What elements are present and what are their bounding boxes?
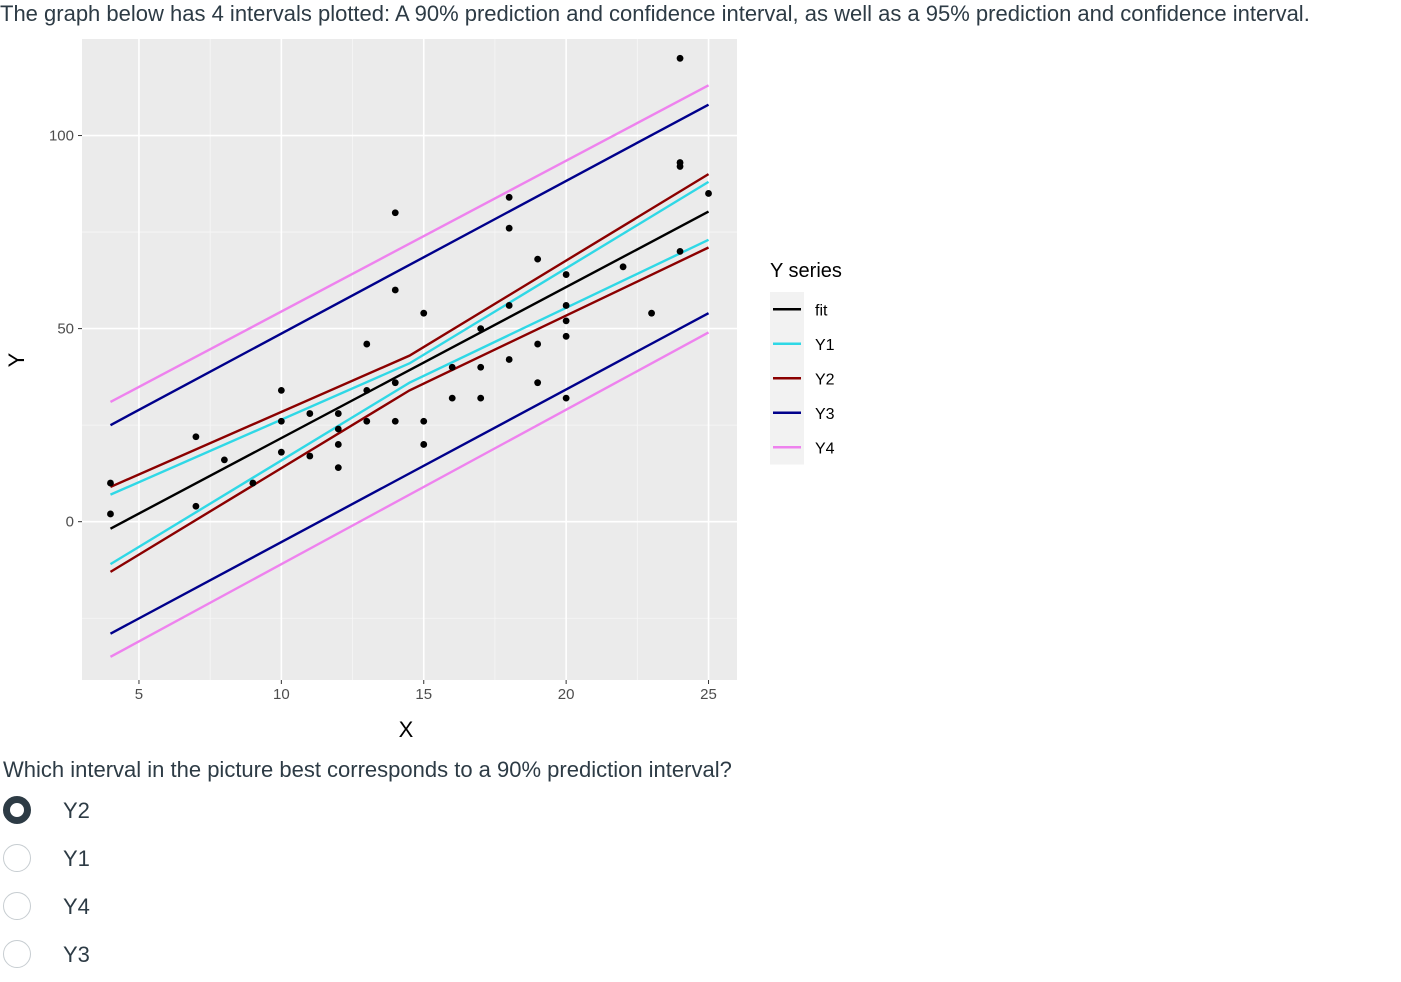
- answer-option-2[interactable]: Y1: [0, 838, 300, 886]
- data-point: [477, 363, 485, 371]
- series-lines: [109, 84, 710, 658]
- data-point: [477, 325, 485, 333]
- data-point: [534, 379, 542, 387]
- data-point: [534, 340, 542, 348]
- grid-major: [82, 39, 737, 680]
- data-point: [107, 479, 114, 487]
- data-point: [562, 317, 570, 325]
- data-point: [676, 247, 684, 255]
- radio-button[interactable]: [3, 892, 31, 920]
- answer-option-label: Y2: [63, 798, 90, 823]
- question-text: Which interval in the picture best corre…: [3, 757, 732, 782]
- legend-label-y2: Y2: [815, 371, 835, 388]
- data-point: [277, 448, 285, 456]
- data-point: [334, 410, 342, 417]
- data-point: [107, 510, 114, 518]
- data-point: [249, 479, 257, 487]
- data-point: [220, 456, 228, 464]
- axis-ticks: [78, 135, 710, 684]
- x-tick-label: 25: [700, 686, 717, 703]
- data-point: [562, 394, 570, 402]
- data-point: [334, 441, 342, 448]
- data-point: [562, 271, 570, 278]
- data-points: [107, 54, 712, 518]
- y-tick-label: 0: [66, 514, 74, 531]
- answer-option-label: Y3: [63, 942, 90, 967]
- series-line-y1: [109, 180, 710, 496]
- legend-title: Y series: [770, 260, 842, 282]
- data-point: [562, 332, 570, 340]
- series-line-y4: [109, 331, 710, 658]
- answer-option-label: Y1: [63, 846, 90, 871]
- data-point: [420, 441, 428, 448]
- data-point: [676, 54, 684, 62]
- data-point: [363, 417, 371, 425]
- legend-label-y1: Y1: [815, 337, 835, 354]
- answer-options: Y2 Y1 Y4 Y3: [0, 790, 300, 982]
- x-tick-label: 15: [415, 686, 432, 703]
- data-point: [334, 425, 342, 433]
- data-point: [363, 386, 371, 394]
- data-point: [391, 209, 399, 217]
- y-tick-label: 100: [49, 128, 74, 145]
- series-line-y4: [109, 84, 710, 404]
- x-axis-label: X: [399, 717, 414, 742]
- data-point: [505, 224, 513, 232]
- scatter-plot-chart: 5 10 15 20 25 0 50 100 X Y Y series fit Y1 Y2 Y3 Y…: [4, 39, 842, 742]
- x-tick-label: 5: [135, 686, 143, 703]
- y-tick-labels: 0 50 100: [49, 128, 74, 531]
- data-point: [505, 356, 513, 363]
- data-point: [619, 263, 627, 271]
- answer-option-1[interactable]: Y2: [0, 790, 300, 838]
- radio-button[interactable]: [3, 940, 31, 968]
- data-point: [391, 417, 399, 425]
- x-tick-label: 20: [558, 686, 575, 703]
- data-point: [676, 159, 684, 166]
- data-point: [648, 309, 655, 317]
- legend-label-y4: Y4: [815, 440, 835, 457]
- data-point: [391, 379, 399, 387]
- data-point: [505, 302, 513, 309]
- series-line-y2: [109, 173, 710, 489]
- x-tick-labels: 5 10 15 20 25: [135, 686, 717, 703]
- legend: fit Y1 Y2 Y3 Y4: [770, 292, 835, 465]
- legend-label-y3: Y3: [815, 406, 835, 423]
- series-line-fit: [109, 210, 710, 530]
- data-point: [534, 255, 542, 263]
- data-point: [277, 417, 285, 425]
- data-point: [391, 286, 399, 294]
- series-line-y3: [109, 103, 710, 427]
- radio-button-selected[interactable]: [3, 796, 31, 824]
- data-point: [505, 193, 513, 201]
- data-point: [306, 452, 314, 460]
- data-point: [277, 386, 285, 394]
- radio-button[interactable]: [3, 844, 31, 872]
- y-tick-label: 50: [57, 321, 74, 338]
- series-line-y3: [109, 312, 710, 635]
- data-point: [420, 417, 428, 425]
- data-point: [192, 502, 200, 510]
- data-point: [306, 410, 314, 417]
- question-prompt: The graph below has 4 intervals plotted:…: [0, 1, 1310, 26]
- data-point: [562, 302, 570, 309]
- data-point: [448, 394, 456, 402]
- series-line-y2: [109, 246, 710, 573]
- series-line-y1: [109, 238, 710, 566]
- data-point: [363, 340, 371, 348]
- data-point: [705, 190, 712, 197]
- data-point: [192, 433, 200, 441]
- data-point: [477, 394, 485, 402]
- data-point: [448, 363, 456, 371]
- answer-option-3[interactable]: Y4: [0, 886, 300, 934]
- legend-label-fit: fit: [815, 302, 828, 319]
- answer-option-label: Y4: [63, 894, 90, 919]
- answer-option-4[interactable]: Y3: [0, 934, 300, 982]
- data-point: [334, 464, 342, 472]
- y-axis-label: Y: [4, 352, 29, 367]
- x-tick-label: 10: [273, 686, 290, 703]
- data-point: [420, 309, 428, 317]
